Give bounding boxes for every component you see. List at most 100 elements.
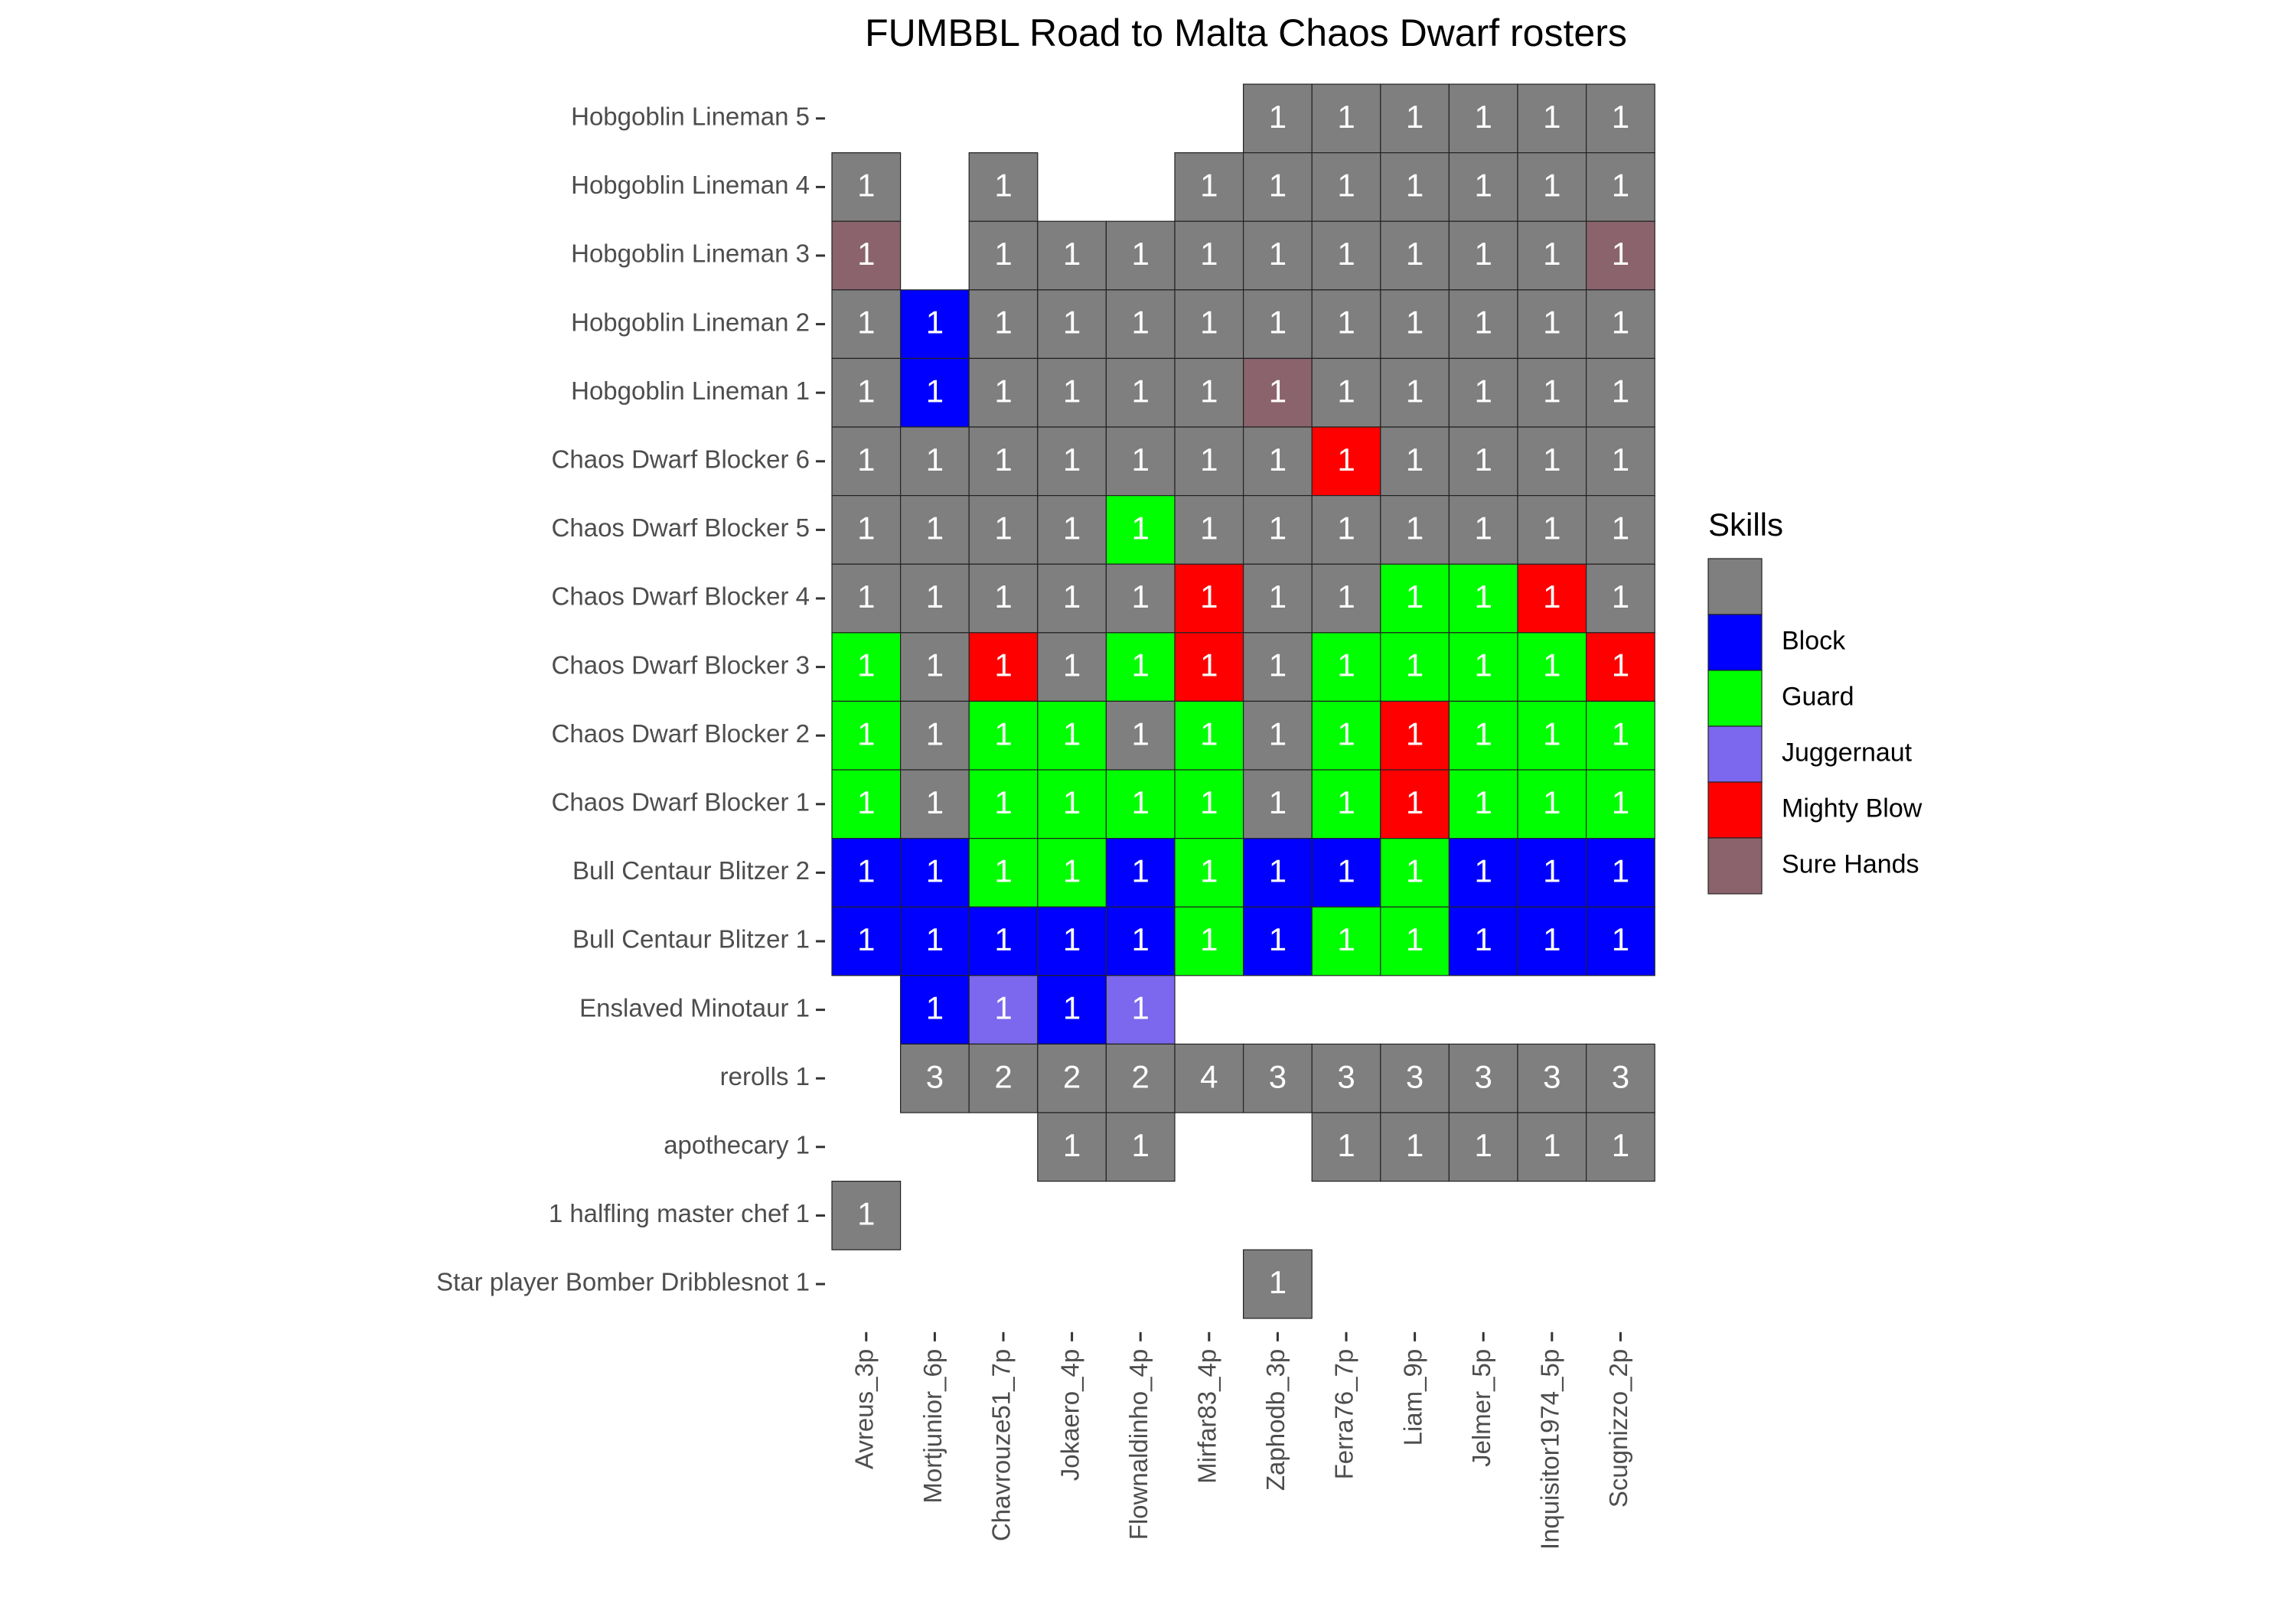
cell-value-label: 2 [1132, 1058, 1150, 1094]
cell-value-label: 1 [857, 647, 875, 683]
cell-value-label: 1 [1200, 373, 1218, 409]
heatmap-cell [1105, 289, 1176, 359]
column-label: Ferra76_7p [1330, 1349, 1358, 1480]
cell-value-label: 1 [1337, 921, 1355, 957]
heatmap-cell [899, 700, 970, 771]
cell-value-label: 1 [1475, 852, 1492, 888]
heatmap-cell [831, 563, 902, 634]
cell-value-label: 1 [1337, 1127, 1355, 1163]
heatmap-cell [1380, 289, 1450, 359]
heatmap-cell [1517, 357, 1587, 428]
cell-value-label: 1 [1406, 167, 1424, 203]
heatmap-cell [1448, 700, 1518, 771]
cell-value-label: 1 [1269, 510, 1287, 546]
heatmap-cell [1586, 1043, 1655, 1113]
heatmap-cell [1037, 700, 1107, 771]
row-label: Bull Centaur Blitzer 2 [572, 856, 810, 885]
heatmap-cell [1174, 220, 1244, 291]
heatmap-cell [1311, 1112, 1381, 1182]
cell-value-label: 1 [857, 1195, 875, 1231]
cell-value-label: 1 [1269, 99, 1287, 135]
cell-value-label: 1 [926, 305, 944, 341]
legend-swatch [1707, 837, 1763, 895]
heatmap-cell [1037, 1112, 1107, 1182]
cell-value-label: 1 [1406, 647, 1424, 683]
cell-value-label: 1 [1269, 784, 1287, 820]
heatmap-cell [1105, 1112, 1176, 1182]
heatmap-cell [1037, 357, 1107, 428]
cell-value-label: 1 [1063, 510, 1081, 546]
cell-value-label: 1 [1337, 784, 1355, 820]
heatmap-cell [1311, 220, 1381, 291]
heatmap-cell [831, 837, 902, 908]
row-label: 1 halfling master chef 1 [549, 1199, 810, 1227]
heatmap-cell [968, 975, 1039, 1045]
heatmap-cell [831, 220, 902, 291]
column-label: Avreus_3p [850, 1349, 879, 1469]
heatmap-cell [1517, 563, 1587, 634]
row-label: Chaos Dwarf Blocker 4 [552, 582, 810, 611]
cell-value-label: 1 [926, 990, 944, 1026]
legend-swatch [1707, 670, 1763, 727]
cell-value-label: 1 [857, 442, 875, 478]
heatmap-cell [968, 563, 1039, 634]
cell-value-label: 3 [1406, 1058, 1424, 1094]
cell-value-label: 1 [1406, 510, 1424, 546]
cell-value-label: 1 [1132, 579, 1150, 614]
legend-label: Juggernaut [1782, 738, 1913, 767]
cell-value-label: 1 [857, 921, 875, 957]
heatmap-cell [1517, 632, 1587, 702]
cell-value-label: 1 [1612, 852, 1629, 888]
cell-value-label: 1 [1337, 305, 1355, 341]
heatmap-cell [831, 1180, 902, 1250]
heatmap-cell [1517, 220, 1587, 291]
cell-value-label: 3 [926, 1058, 944, 1094]
cell-value-label: 1 [1063, 852, 1081, 888]
heatmap-cell [1517, 152, 1587, 222]
legend: Skills Block Guard Juggernaut Mighty Blow Su… [1707, 507, 1923, 895]
heatmap-cell [1242, 357, 1313, 428]
heatmap-cell [968, 152, 1039, 222]
cell-value-label: 1 [1406, 373, 1424, 409]
cell-value-label: 1 [1475, 715, 1492, 751]
cell-value-label: 1 [1612, 510, 1629, 546]
cell-value-label: 1 [1612, 784, 1629, 820]
heatmap-cell [1380, 837, 1450, 908]
cell-value-label: 1 [994, 305, 1012, 341]
cell-value-label: 1 [1200, 647, 1218, 683]
column-label: Chavrouze51_7p [987, 1349, 1016, 1541]
cell-value-label: 1 [1269, 305, 1287, 341]
cell-value-label: 1 [1406, 579, 1424, 614]
cell-value-label: 1 [1132, 852, 1150, 888]
cell-value-label: 1 [994, 990, 1012, 1026]
cell-value-label: 1 [1543, 373, 1561, 409]
cell-value-label: 1 [1269, 852, 1287, 888]
row-label: Chaos Dwarf Blocker 3 [552, 650, 810, 679]
heatmap-cell [1380, 632, 1450, 702]
heatmap-cell [1517, 769, 1587, 839]
row-label: Enslaved Minotaur 1 [579, 993, 810, 1022]
cell-value-label: 3 [1612, 1058, 1629, 1094]
heatmap-cell [1311, 563, 1381, 634]
cell-value-label: 1 [1337, 167, 1355, 203]
heatmap-cell [1448, 1112, 1518, 1182]
heatmap-cell [1517, 289, 1587, 359]
cell-value-label: 1 [926, 373, 944, 409]
heatmap-cell [1380, 1043, 1450, 1113]
heatmap-cell [1105, 357, 1176, 428]
heatmap-cell [899, 1043, 970, 1113]
cell-value-label: 1 [1612, 305, 1629, 341]
cell-value-label: 1 [1063, 1127, 1081, 1163]
row-label: Hobgoblin Lineman 4 [571, 171, 810, 199]
heatmap-cell [1105, 632, 1176, 702]
heatmap-cell [1448, 837, 1518, 908]
cell-value-label: 1 [1543, 510, 1561, 546]
cell-value-label: 1 [1543, 1127, 1561, 1163]
heatmap-cell [1448, 357, 1518, 428]
cell-value-label: 1 [857, 236, 875, 272]
heatmap-cell [1311, 906, 1381, 976]
cell-value-label: 1 [1132, 442, 1150, 478]
heatmap-cell [1380, 220, 1450, 291]
row-label: Hobgoblin Lineman 5 [571, 103, 810, 131]
cell-value-label: 1 [1269, 715, 1287, 751]
